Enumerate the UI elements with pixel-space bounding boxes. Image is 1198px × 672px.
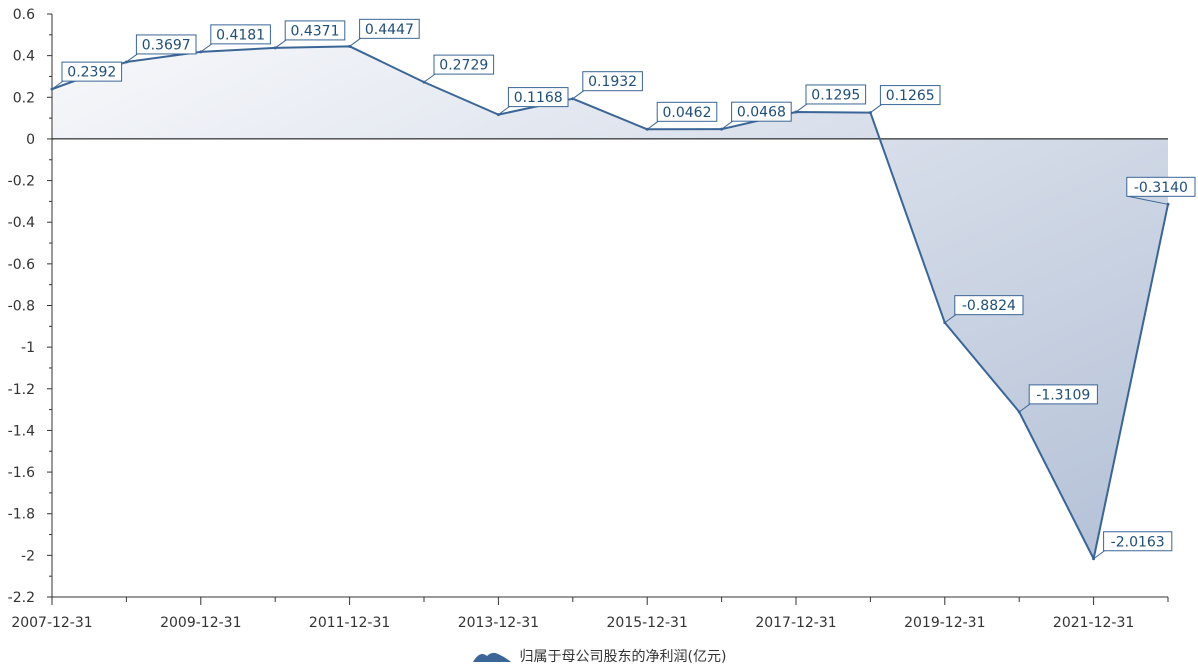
data-label-box bbox=[1028, 384, 1098, 405]
data-label-leader bbox=[646, 120, 659, 130]
data-label-box bbox=[879, 85, 941, 106]
data-label-box bbox=[731, 101, 792, 122]
data-label-leader bbox=[498, 106, 510, 116]
data-label: 0.1932 bbox=[588, 74, 637, 90]
data-label: 0.4371 bbox=[291, 23, 340, 39]
data-label-leader bbox=[126, 53, 138, 63]
legend-item[interactable]: 归属于母公司股东的净利润(亿元) bbox=[472, 646, 727, 666]
data-label: -0.8824 bbox=[962, 298, 1016, 314]
data-label-leader bbox=[721, 120, 733, 130]
x-tick-label: 2009-12-31 bbox=[160, 615, 241, 631]
x-tick-label: 2011-12-31 bbox=[309, 615, 390, 631]
data-label-box bbox=[954, 295, 1024, 316]
legend-label: 归属于母公司股东的净利润(亿元) bbox=[519, 649, 727, 665]
data-label-box bbox=[433, 54, 495, 75]
data-label: 0.4181 bbox=[216, 27, 265, 43]
y-tick-label: -0.8 bbox=[8, 299, 35, 315]
data-label-leader bbox=[795, 103, 808, 113]
y-tick-label: 0.4 bbox=[13, 49, 35, 65]
y-tick-label: -1.4 bbox=[8, 423, 35, 439]
y-tick-label: -1.2 bbox=[8, 382, 35, 398]
data-label: -2.0163 bbox=[1111, 534, 1165, 550]
data-label: 0.3697 bbox=[142, 37, 191, 53]
y-tick-label: -0.2 bbox=[8, 174, 35, 190]
data-label: -0.3140 bbox=[1134, 180, 1188, 196]
data-label-leader bbox=[572, 90, 585, 100]
data-label: -1.3109 bbox=[1036, 387, 1090, 403]
data-label-box bbox=[507, 87, 569, 108]
y-tick-label: -0.4 bbox=[8, 215, 35, 231]
data-label: 0.4447 bbox=[365, 22, 414, 38]
x-tick-label: 2007-12-31 bbox=[11, 615, 92, 631]
data-label: 0.0468 bbox=[737, 105, 786, 121]
data-label-leader bbox=[274, 39, 287, 49]
data-label: 0.0462 bbox=[663, 105, 712, 121]
data-label-box bbox=[359, 18, 420, 39]
mountain-area-icon bbox=[472, 652, 511, 662]
data-label-box bbox=[582, 71, 643, 92]
data-label-box bbox=[61, 61, 123, 82]
data-label: 0.1295 bbox=[811, 87, 860, 103]
data-label-leader bbox=[870, 104, 882, 113]
x-tick-label: 2019-12-31 bbox=[904, 615, 985, 631]
data-label-box bbox=[1103, 531, 1173, 552]
legend[interactable]: 归属于母公司股东的净利润(亿元) bbox=[0, 644, 1198, 668]
data-label-leader bbox=[1127, 195, 1169, 205]
data-label-leader bbox=[1093, 550, 1105, 560]
y-tick-label: 0.2 bbox=[13, 90, 35, 106]
y-tick-label: -1.6 bbox=[8, 465, 35, 481]
x-tick-label: 2013-12-31 bbox=[458, 615, 539, 631]
x-tick-label: 2015-12-31 bbox=[607, 615, 688, 631]
data-label-box bbox=[805, 84, 867, 105]
data-label: 0.2729 bbox=[439, 58, 488, 74]
data-label-leader bbox=[423, 73, 436, 83]
y-tick-label: -2.2 bbox=[8, 590, 35, 606]
x-tick-label: 2017-12-31 bbox=[755, 615, 836, 631]
data-label-leader bbox=[944, 314, 957, 324]
series-line[interactable] bbox=[51, 45, 1169, 560]
data-label-box bbox=[135, 34, 197, 55]
data-label: 0.2392 bbox=[67, 65, 116, 81]
data-label-leader bbox=[349, 37, 361, 47]
data-label-leader bbox=[51, 80, 64, 90]
data-label: 0.1168 bbox=[514, 90, 563, 106]
series-area bbox=[52, 46, 1168, 559]
y-tick-label: -1.8 bbox=[8, 507, 35, 523]
data-label-box bbox=[210, 24, 271, 45]
data-label-box bbox=[1126, 176, 1196, 197]
data-label: 0.1265 bbox=[886, 88, 935, 104]
data-label-leader bbox=[200, 43, 213, 53]
y-tick-label: 0 bbox=[26, 132, 35, 148]
y-tick-label: 0.6 bbox=[13, 7, 35, 23]
data-label-box bbox=[284, 20, 346, 41]
data-label-box bbox=[656, 101, 718, 122]
y-tick-label: -1 bbox=[21, 340, 35, 356]
data-label-leader bbox=[1018, 403, 1031, 413]
x-tick-label: 2021-12-31 bbox=[1053, 615, 1134, 631]
y-tick-label: -2 bbox=[21, 548, 35, 564]
y-tick-label: -0.6 bbox=[8, 257, 35, 273]
